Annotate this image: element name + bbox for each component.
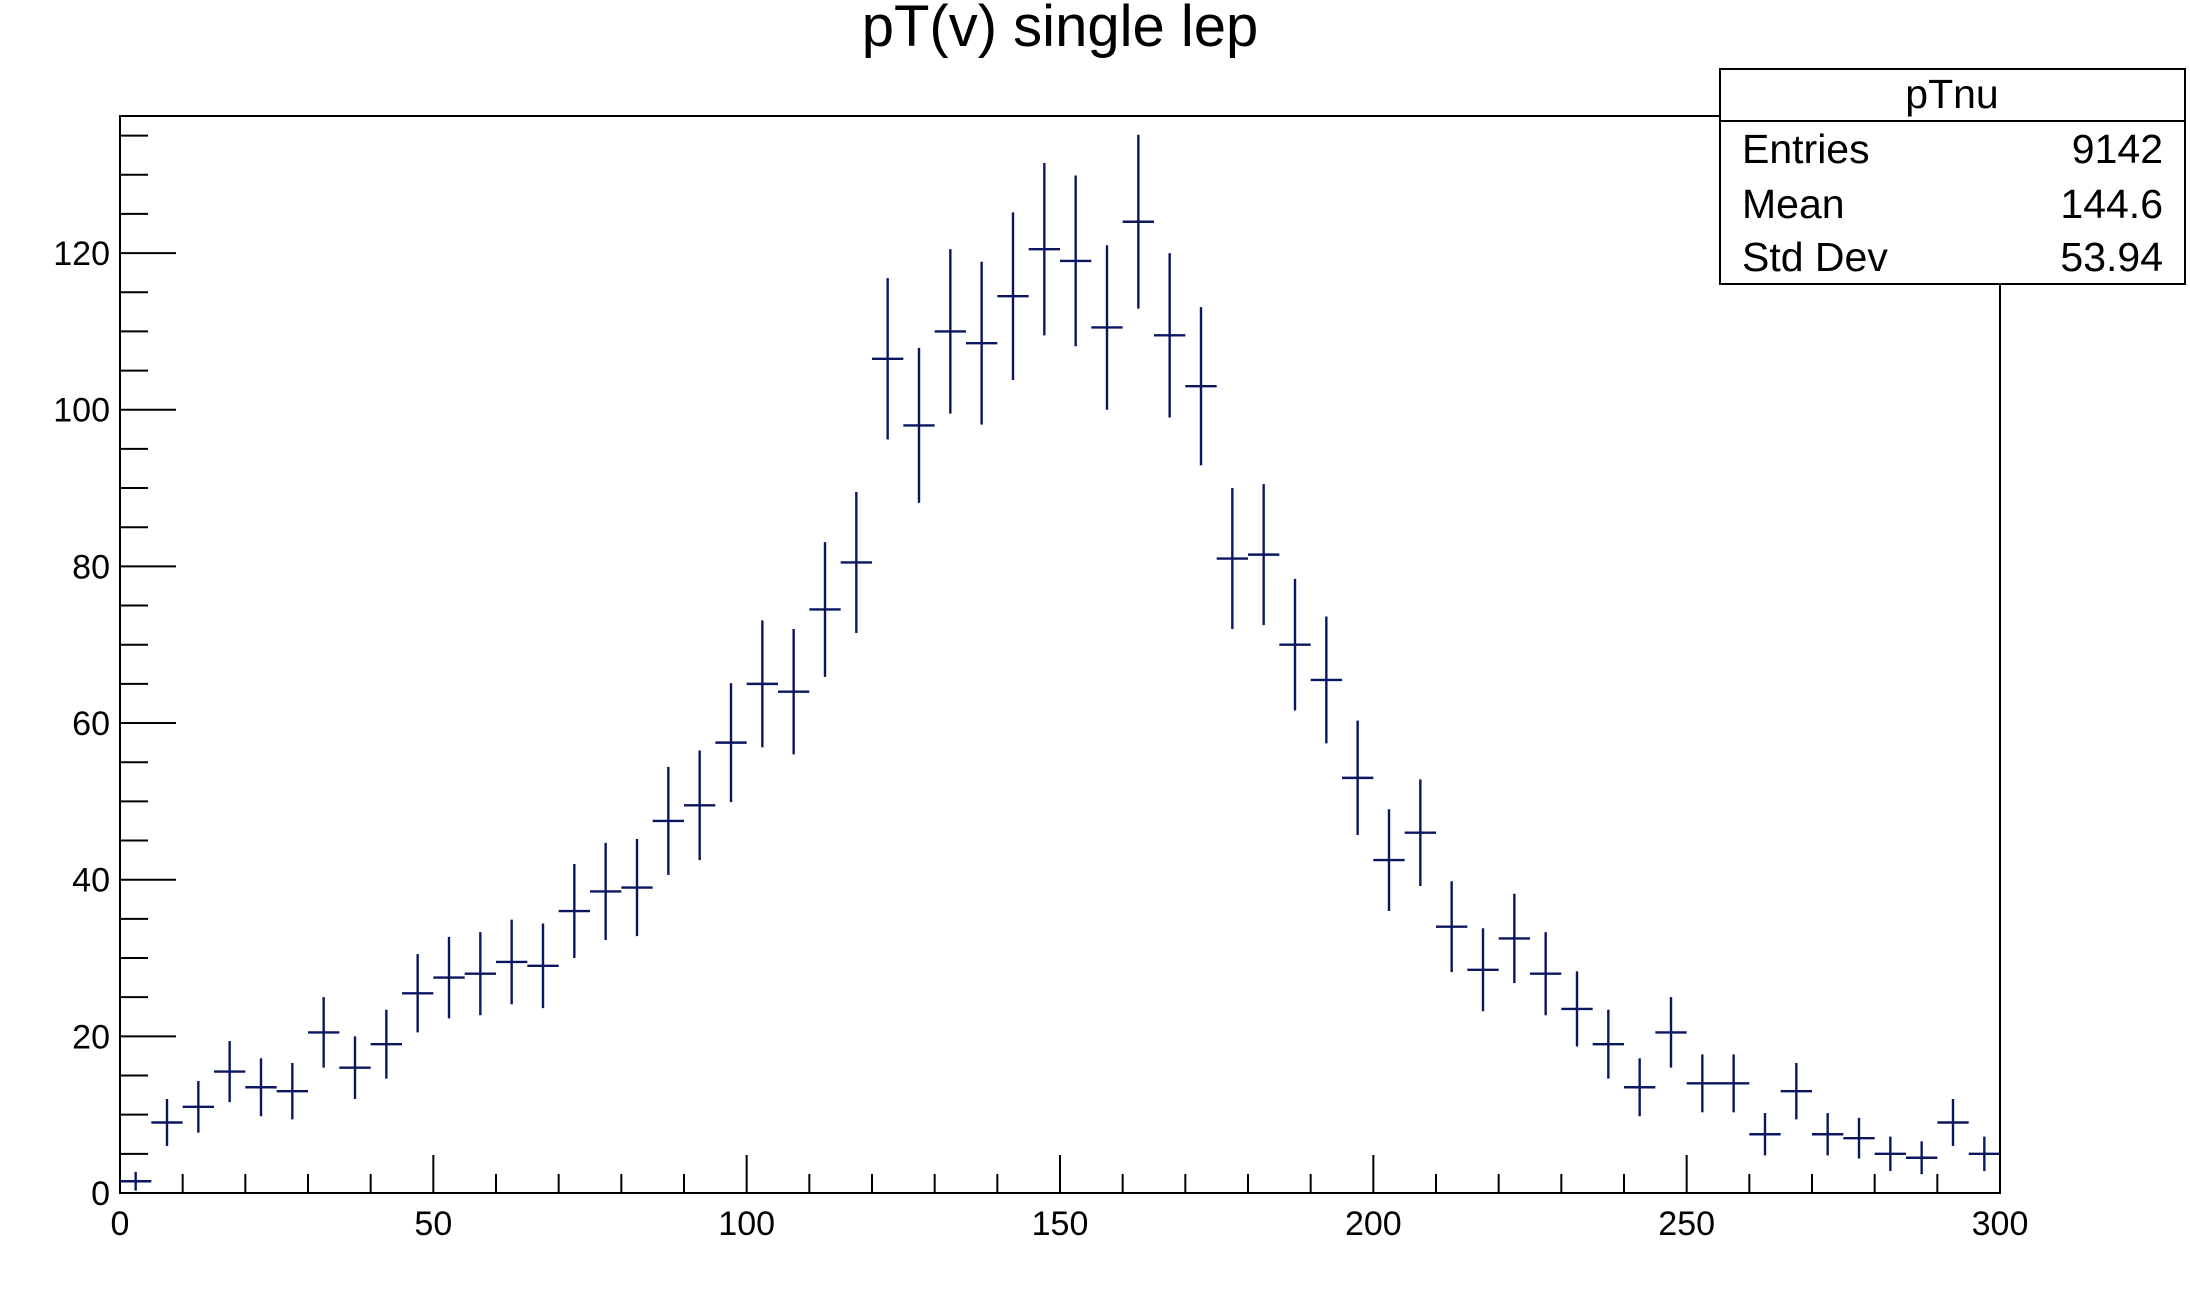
y-tick-label: 120 bbox=[53, 235, 110, 273]
data-point bbox=[1874, 1136, 1906, 1172]
data-point bbox=[214, 1041, 246, 1103]
data-point bbox=[778, 629, 810, 755]
data-point bbox=[370, 1009, 402, 1079]
data-point bbox=[1749, 1113, 1781, 1156]
data-point bbox=[1467, 928, 1499, 1012]
data-point bbox=[966, 261, 998, 425]
x-tick-label: 50 bbox=[414, 1205, 452, 1243]
stats-entries-value: 9142 bbox=[2072, 126, 2163, 172]
data-point bbox=[1780, 1062, 1812, 1120]
data-point bbox=[433, 936, 465, 1019]
data-point bbox=[872, 278, 904, 440]
data-point bbox=[840, 491, 872, 633]
data-point bbox=[1812, 1113, 1844, 1156]
data-point bbox=[1561, 971, 1593, 1047]
data-point bbox=[1060, 175, 1092, 347]
data-point bbox=[339, 1036, 371, 1100]
data-point bbox=[1310, 616, 1342, 744]
data-point bbox=[903, 347, 935, 503]
data-point bbox=[715, 683, 747, 803]
data-point bbox=[1404, 779, 1436, 886]
data-point bbox=[1248, 484, 1280, 626]
data-point bbox=[558, 864, 590, 959]
stats-box: pTnu Entries 9142 Mean 144.6 Std Dev 53.… bbox=[1719, 68, 2186, 285]
data-point bbox=[1154, 253, 1186, 418]
data-point bbox=[809, 542, 841, 677]
data-point bbox=[1968, 1136, 2000, 1172]
data-point bbox=[402, 954, 434, 1033]
data-point bbox=[1342, 720, 1374, 836]
plot-frame bbox=[119, 115, 2001, 1194]
x-tick-label: 150 bbox=[1032, 1205, 1089, 1243]
data-point bbox=[182, 1080, 214, 1133]
data-point bbox=[464, 932, 496, 1016]
x-tick-label: 300 bbox=[1972, 1205, 2029, 1243]
data-point bbox=[1498, 893, 1530, 984]
data-point bbox=[1843, 1117, 1875, 1159]
y-tick-label: 60 bbox=[72, 705, 110, 743]
stats-mean-label: Mean bbox=[1742, 181, 1845, 227]
stats-stddev-label: Std Dev bbox=[1742, 234, 1888, 280]
data-point bbox=[1718, 1054, 1750, 1113]
data-point bbox=[527, 923, 559, 1009]
data-point bbox=[1624, 1058, 1656, 1117]
stats-box-name: pTnu bbox=[1905, 71, 1998, 117]
data-point bbox=[1655, 997, 1687, 1068]
data-point bbox=[1373, 809, 1405, 912]
y-tick-label: 0 bbox=[91, 1175, 110, 1213]
x-tick-label: 250 bbox=[1658, 1205, 1715, 1243]
y-tick-label: 40 bbox=[72, 862, 110, 900]
data-point bbox=[1122, 134, 1154, 309]
data-point bbox=[1028, 162, 1060, 336]
data-point bbox=[1530, 932, 1562, 1016]
data-point bbox=[997, 212, 1029, 380]
y-tick-label: 20 bbox=[72, 1018, 110, 1056]
stats-stddev-value: 53.94 bbox=[2060, 234, 2163, 280]
y-axis: 0 20 40 60 80 100 120 bbox=[53, 134, 176, 1213]
data-point bbox=[1185, 307, 1217, 466]
data-point bbox=[276, 1062, 308, 1120]
data-point bbox=[1216, 488, 1248, 630]
data-point bbox=[1436, 881, 1468, 973]
data-point bbox=[496, 919, 528, 1005]
x-axis: 0 50 100 150 200 250 300 bbox=[111, 1155, 2029, 1243]
data-point bbox=[1906, 1141, 1938, 1175]
data-point bbox=[308, 997, 340, 1068]
data-point bbox=[934, 249, 966, 414]
chart-title: pT(v) single lep bbox=[862, 0, 1258, 59]
data-point bbox=[245, 1058, 277, 1117]
x-tick-label: 200 bbox=[1345, 1205, 1402, 1243]
data-point bbox=[151, 1099, 183, 1147]
y-tick-label: 80 bbox=[72, 548, 110, 586]
data-point bbox=[621, 838, 653, 937]
x-tick-label: 0 bbox=[111, 1205, 130, 1243]
data-point bbox=[1592, 1009, 1624, 1079]
data-point bbox=[684, 750, 716, 861]
data-point bbox=[1937, 1099, 1969, 1147]
data-point bbox=[1686, 1054, 1718, 1113]
stats-entries-label: Entries bbox=[1742, 126, 1870, 172]
data-point bbox=[590, 842, 622, 941]
stats-box-frame bbox=[1719, 68, 2186, 285]
x-tick-label: 100 bbox=[718, 1205, 775, 1243]
stats-mean-value: 144.6 bbox=[2060, 181, 2163, 227]
data-points bbox=[120, 134, 2000, 1191]
data-point bbox=[1091, 245, 1123, 410]
data-point bbox=[1279, 578, 1311, 711]
data-point bbox=[120, 1171, 152, 1191]
data-point bbox=[746, 620, 778, 748]
y-tick-label: 100 bbox=[53, 392, 110, 430]
data-point bbox=[652, 766, 684, 875]
